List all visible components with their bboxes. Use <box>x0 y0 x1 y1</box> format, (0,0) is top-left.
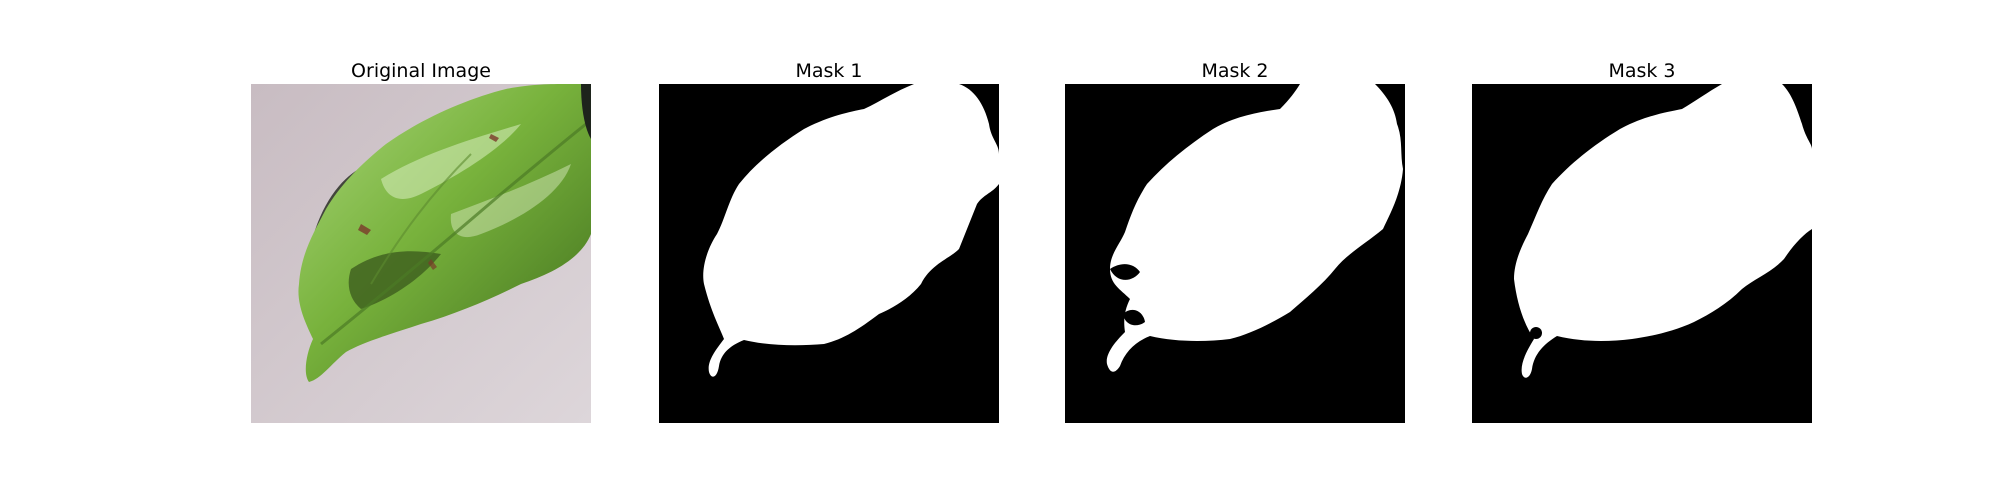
leaf-sheen <box>450 164 571 238</box>
panel-title: Mask 2 <box>1201 60 1269 82</box>
leaf-spot <box>489 134 499 142</box>
leaf-spot <box>358 224 371 235</box>
panel-original-image: Original Image <box>251 58 591 423</box>
panel-title: Mask 3 <box>1608 60 1676 82</box>
mask-region <box>1514 84 1812 378</box>
panel-title: Mask 1 <box>795 60 863 82</box>
panel-title: Original Image <box>351 60 491 82</box>
mask-hole <box>1123 309 1145 326</box>
mask-region <box>703 84 999 377</box>
mask-hole <box>1530 327 1542 339</box>
panel-mask-2: Mask 2 <box>1065 58 1405 423</box>
mask-region <box>1106 84 1403 372</box>
leaf-shadow-right <box>581 84 591 139</box>
panel-mask-3: Mask 3 <box>1472 58 1812 423</box>
original-image <box>251 84 591 423</box>
mask-hole <box>1110 264 1140 280</box>
mask-image <box>1472 84 1812 423</box>
leaf-vein <box>370 153 472 285</box>
leaf-vein <box>320 122 587 346</box>
leaf <box>298 84 591 382</box>
leaf-spot <box>428 259 437 270</box>
panel-mask-1: Mask 1 <box>659 58 999 423</box>
leaf-sheen <box>381 124 521 199</box>
mask-image <box>659 84 999 423</box>
mask-image <box>1065 84 1405 423</box>
